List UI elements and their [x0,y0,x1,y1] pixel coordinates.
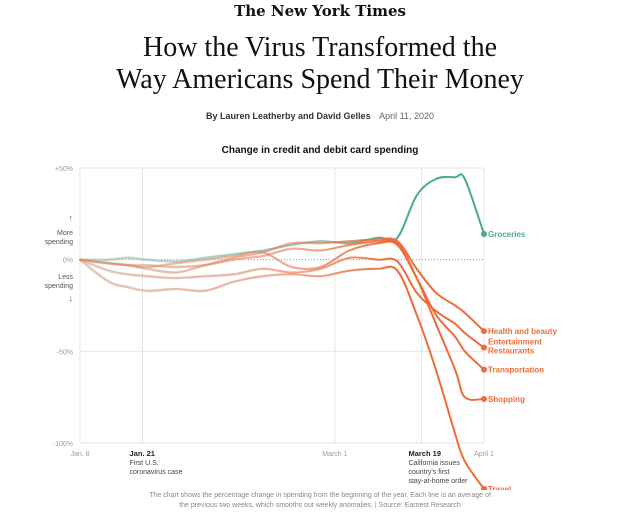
series-halo-transportation [79,240,486,371]
series-end-point-transportation [481,366,487,373]
y-tick-label: 0% [63,258,73,265]
series-label-travel: Travel [488,485,511,490]
series-label-shopping: Shopping [488,395,525,404]
up-arrow-icon: ↑ [69,213,74,223]
series-label-health-and-beauty: Health and beauty [488,327,557,336]
series-line-transportation [79,240,485,371]
byline: By Lauren Leatherby and David Gelles Apr… [0,111,640,121]
y-tick-label: -50% [57,349,73,356]
series-end-point-travel [481,485,487,490]
footnote-line-2: the previous two weeks, which smooths ou… [179,502,461,509]
less-spending-note: spending [45,283,74,290]
series-line-health-and-beauty [79,237,485,333]
series-end-point-health-and-beauty [481,328,487,335]
chart-title: Change in credit and debit card spending [221,145,419,156]
y-tick-label: +50% [55,166,73,173]
series-line-entertainment-restaurants [79,256,485,349]
series-end-point-groceries [481,231,487,237]
x-tick-label: Jan. 8 [70,451,89,458]
x-tick-label: April 1 [474,451,494,458]
annotation-first-case: First U.S. [130,460,159,467]
series-end-point-shopping [481,396,487,402]
series-end-point-entertainment-restaurants [481,344,487,351]
annotation-stay-at-home: California issues [408,460,460,467]
series-line-groceries [79,173,485,263]
byline-authors[interactable]: By Lauren Leatherby and David Gelles [206,111,371,121]
x-tick-label: March 1 [322,451,347,458]
x-tick-label: Jan. 21 [130,449,155,458]
annotation-stay-at-home: stay-at-home order [408,478,468,485]
series-label-transportation: Transportation [488,366,544,375]
headline-line-2: Way Americans Spend Their Money [116,64,524,95]
footnote-line-1: The chart shows the percentage change in… [149,492,491,499]
spending-line-chart: +50% 0% -50% -100% Jan. 8 Jan. 21 March 1 March… [45,166,557,490]
series-halo-health-and-beauty [79,237,486,333]
y-tick-label: -100% [53,441,73,448]
chart-footnote: The chart shows the percentage change in… [90,491,550,511]
more-spending-note: spending [45,239,74,246]
annotation-first-case: coronavirus case [130,469,183,476]
series-line-shopping [79,238,485,401]
byline-date: April 11, 2020 [379,111,434,121]
less-spending-note: Less [58,274,73,281]
more-spending-note: More [57,230,73,237]
headline-line-1: How the Virus Transformed the [142,32,497,63]
annotation-stay-at-home: country's first [408,469,449,476]
headline: How the Virus Transformed the Way Americ… [40,32,600,96]
x-tick-label: March 19 [408,449,441,458]
down-arrow-icon: ↓ [69,293,74,303]
series-label-groceries: Groceries [488,230,526,239]
masthead[interactable]: The New York Times [234,2,406,20]
series-label-entertainment-restaurants: Entertainment Restaurants [488,338,542,356]
series-line-travel [79,258,485,490]
